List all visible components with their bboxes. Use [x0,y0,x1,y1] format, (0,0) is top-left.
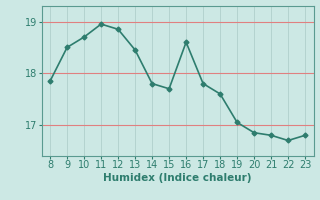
X-axis label: Humidex (Indice chaleur): Humidex (Indice chaleur) [103,173,252,183]
